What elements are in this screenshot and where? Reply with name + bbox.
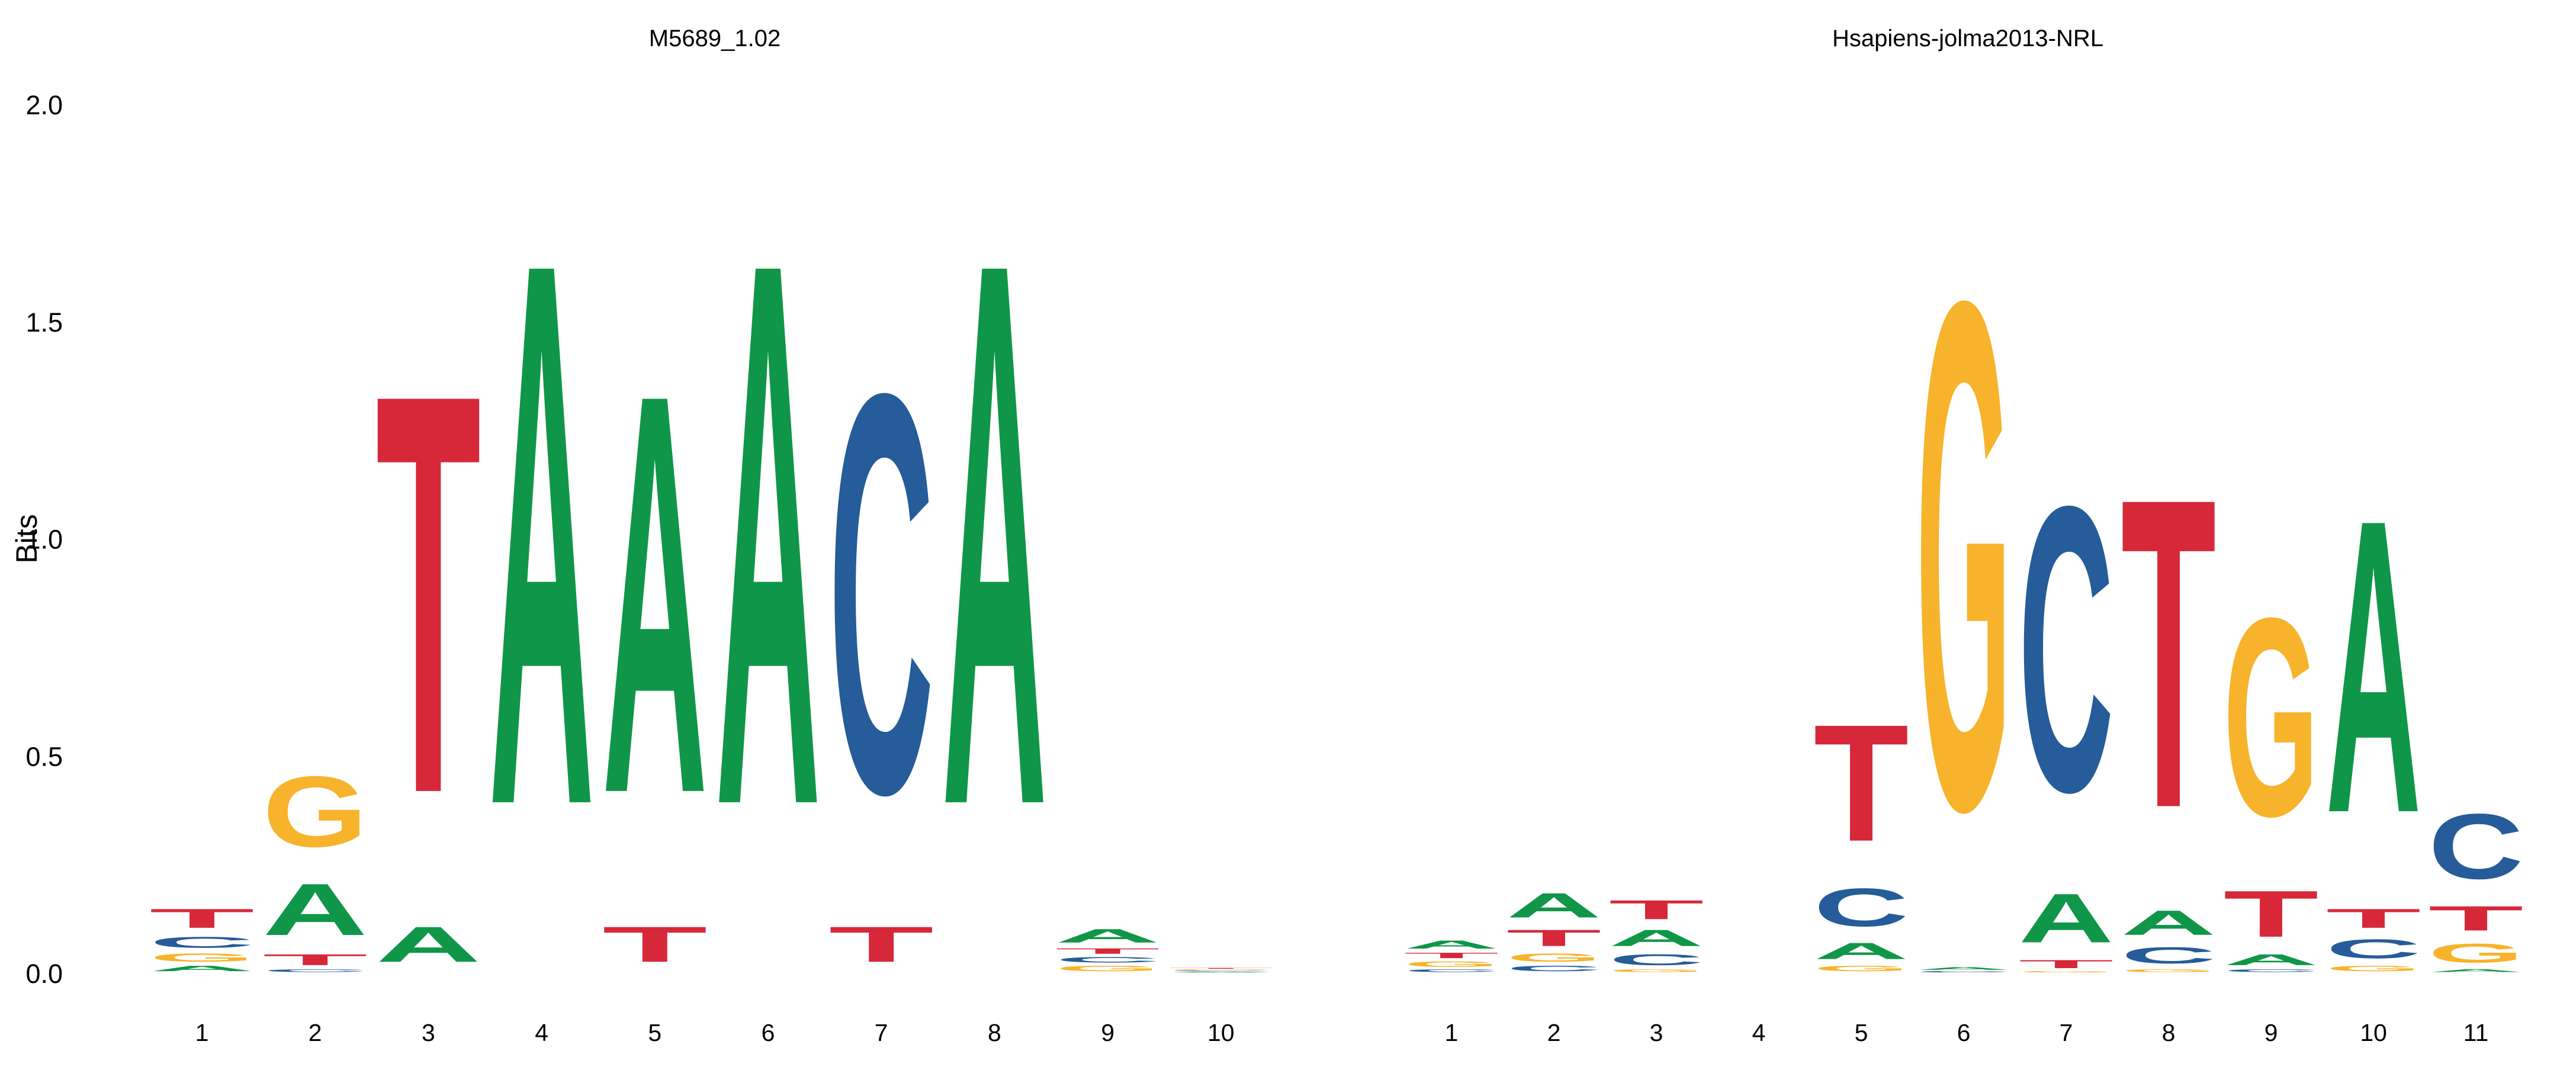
logo-letter-g: G	[1507, 951, 1602, 964]
x-tick-label: 4	[1752, 1019, 1766, 1046]
logo-letter-t: T	[1609, 895, 1704, 925]
logo-letter-a: A	[2326, 433, 2421, 901]
x-tick-label: 3	[422, 1019, 435, 1046]
logo-letter-t: T	[2224, 877, 2319, 950]
x-tick-label: 2	[309, 1019, 322, 1046]
logo-letter-c: C	[2019, 422, 2114, 876]
logo-letter-c: C	[1168, 970, 1274, 972]
logo-panel: M5689_1.021AGCT2CTAG3AT4A5TA6A7TC8A9GCTA…	[149, 25, 1274, 1046]
logo-letter-t: T	[375, 275, 481, 912]
logo-letter-a: A	[2019, 879, 2114, 957]
y-tick-label: 1.5	[25, 307, 63, 338]
x-tick-label: 1	[195, 1019, 209, 1046]
logo-letter-g: G	[1168, 969, 1274, 970]
logo-letter-c: C	[2121, 942, 2217, 968]
logo-letter-t: T	[149, 904, 255, 934]
logo-letter-t: T	[1404, 951, 1499, 960]
logo-letter-a: A	[1168, 972, 1274, 973]
logo-letter-g: G	[2224, 560, 2319, 876]
x-tick-label: 9	[1101, 1019, 1114, 1046]
logo-letter-t: T	[828, 917, 934, 973]
logo-letter-a: A	[1814, 938, 1909, 964]
logo-letter-c: C	[149, 934, 255, 951]
logo-letter-c: C	[1609, 951, 1704, 968]
y-tick-label: 1.0	[25, 525, 63, 555]
logo-letter-c: C	[1814, 878, 1909, 938]
x-tick-label: 8	[988, 1019, 1001, 1046]
panel-title: Hsapiens-jolma2013-NRL	[1832, 25, 2103, 52]
logo-letter-g: G	[149, 951, 255, 964]
logo-letter-t: T	[262, 951, 368, 968]
logo-letter-c: C	[1507, 964, 1602, 973]
y-axis-label: Bits	[10, 514, 43, 563]
logo-letter-a: A	[1916, 966, 2012, 970]
x-tick-label: 7	[2060, 1019, 2073, 1046]
logo-letter-t: T	[1814, 690, 1909, 876]
logo-letter-g: G	[2019, 970, 2114, 973]
logo-letter-a: A	[375, 917, 481, 973]
logo-letter-a: A	[2224, 951, 2319, 968]
logo-letter-g: G	[262, 756, 368, 868]
logo-letter-t: T	[2326, 904, 2421, 934]
logo-letter-g: G	[2121, 969, 2217, 973]
x-tick-label: 11	[2463, 1019, 2489, 1046]
x-tick-label: 9	[2265, 1019, 2278, 1046]
x-tick-label: 10	[1207, 1019, 1235, 1046]
logo-letter-t: T	[2019, 957, 2114, 970]
x-tick-label: 3	[1650, 1019, 1663, 1046]
x-tick-label: 8	[2162, 1019, 2176, 1046]
logo-letter-a: A	[1507, 886, 1602, 925]
logo-letter-g: G	[1609, 969, 1704, 973]
logo-letter-c: C	[1055, 956, 1161, 965]
logo-letter-c: C	[1404, 969, 1499, 973]
logo-letter-a: A	[1609, 925, 1704, 951]
x-tick-label: 4	[535, 1019, 548, 1046]
logo-letter-a: A	[2429, 969, 2524, 973]
logo-letter-a: A	[942, 100, 1047, 967]
panel-title: M5689_1.02	[649, 25, 780, 52]
logo-letter-t: T	[2429, 899, 2524, 938]
logo-letter-t: T	[1168, 968, 1274, 969]
logo-letter-a: A	[1404, 938, 1499, 951]
logo-letter-g: G	[2326, 964, 2421, 973]
x-tick-label: 7	[875, 1019, 888, 1046]
logo-letter-t: T	[1055, 947, 1161, 956]
logo-letter-a: A	[149, 964, 255, 973]
logo-letter-g: G	[1814, 964, 1909, 973]
logo-letter-c: C	[1916, 970, 2012, 973]
x-tick-label: 10	[2360, 1019, 2387, 1046]
logo-letter-c: C	[2224, 969, 2319, 973]
logo-letter-a: A	[602, 275, 708, 912]
y-tick-label: 0.0	[25, 959, 63, 989]
logo-letter-a: A	[715, 100, 821, 967]
logo-letter-a: A	[489, 100, 595, 967]
logo-letter-a: A	[262, 869, 368, 951]
logo-letter-g: G	[2429, 938, 2524, 968]
x-tick-label: 6	[1957, 1019, 1971, 1046]
logo-letter-c: C	[2326, 934, 2421, 964]
x-tick-label: 6	[762, 1019, 775, 1046]
logo-letter-c: C	[2429, 794, 2524, 898]
logo-letter-g: G	[1916, 151, 2012, 961]
x-tick-label: 2	[1547, 1019, 1561, 1046]
y-tick-label: 0.5	[25, 741, 63, 772]
logo-letter-g: G	[1055, 964, 1161, 973]
x-tick-label: 5	[648, 1019, 661, 1046]
logo-letter-c: C	[262, 969, 368, 973]
logo-letter-c: C	[828, 275, 934, 912]
logo-letter-a: A	[1055, 925, 1161, 947]
logo-letter-a: A	[2121, 903, 2217, 942]
logo-letter-t: T	[1507, 925, 1602, 951]
logo-letter-t: T	[2121, 406, 2217, 900]
x-tick-label: 1	[1445, 1019, 1459, 1046]
logo-letter-g: G	[1404, 960, 1499, 969]
logo-letter-t: T	[602, 917, 708, 973]
y-tick-label: 2.0	[25, 90, 63, 120]
x-tick-label: 5	[1855, 1019, 1868, 1046]
